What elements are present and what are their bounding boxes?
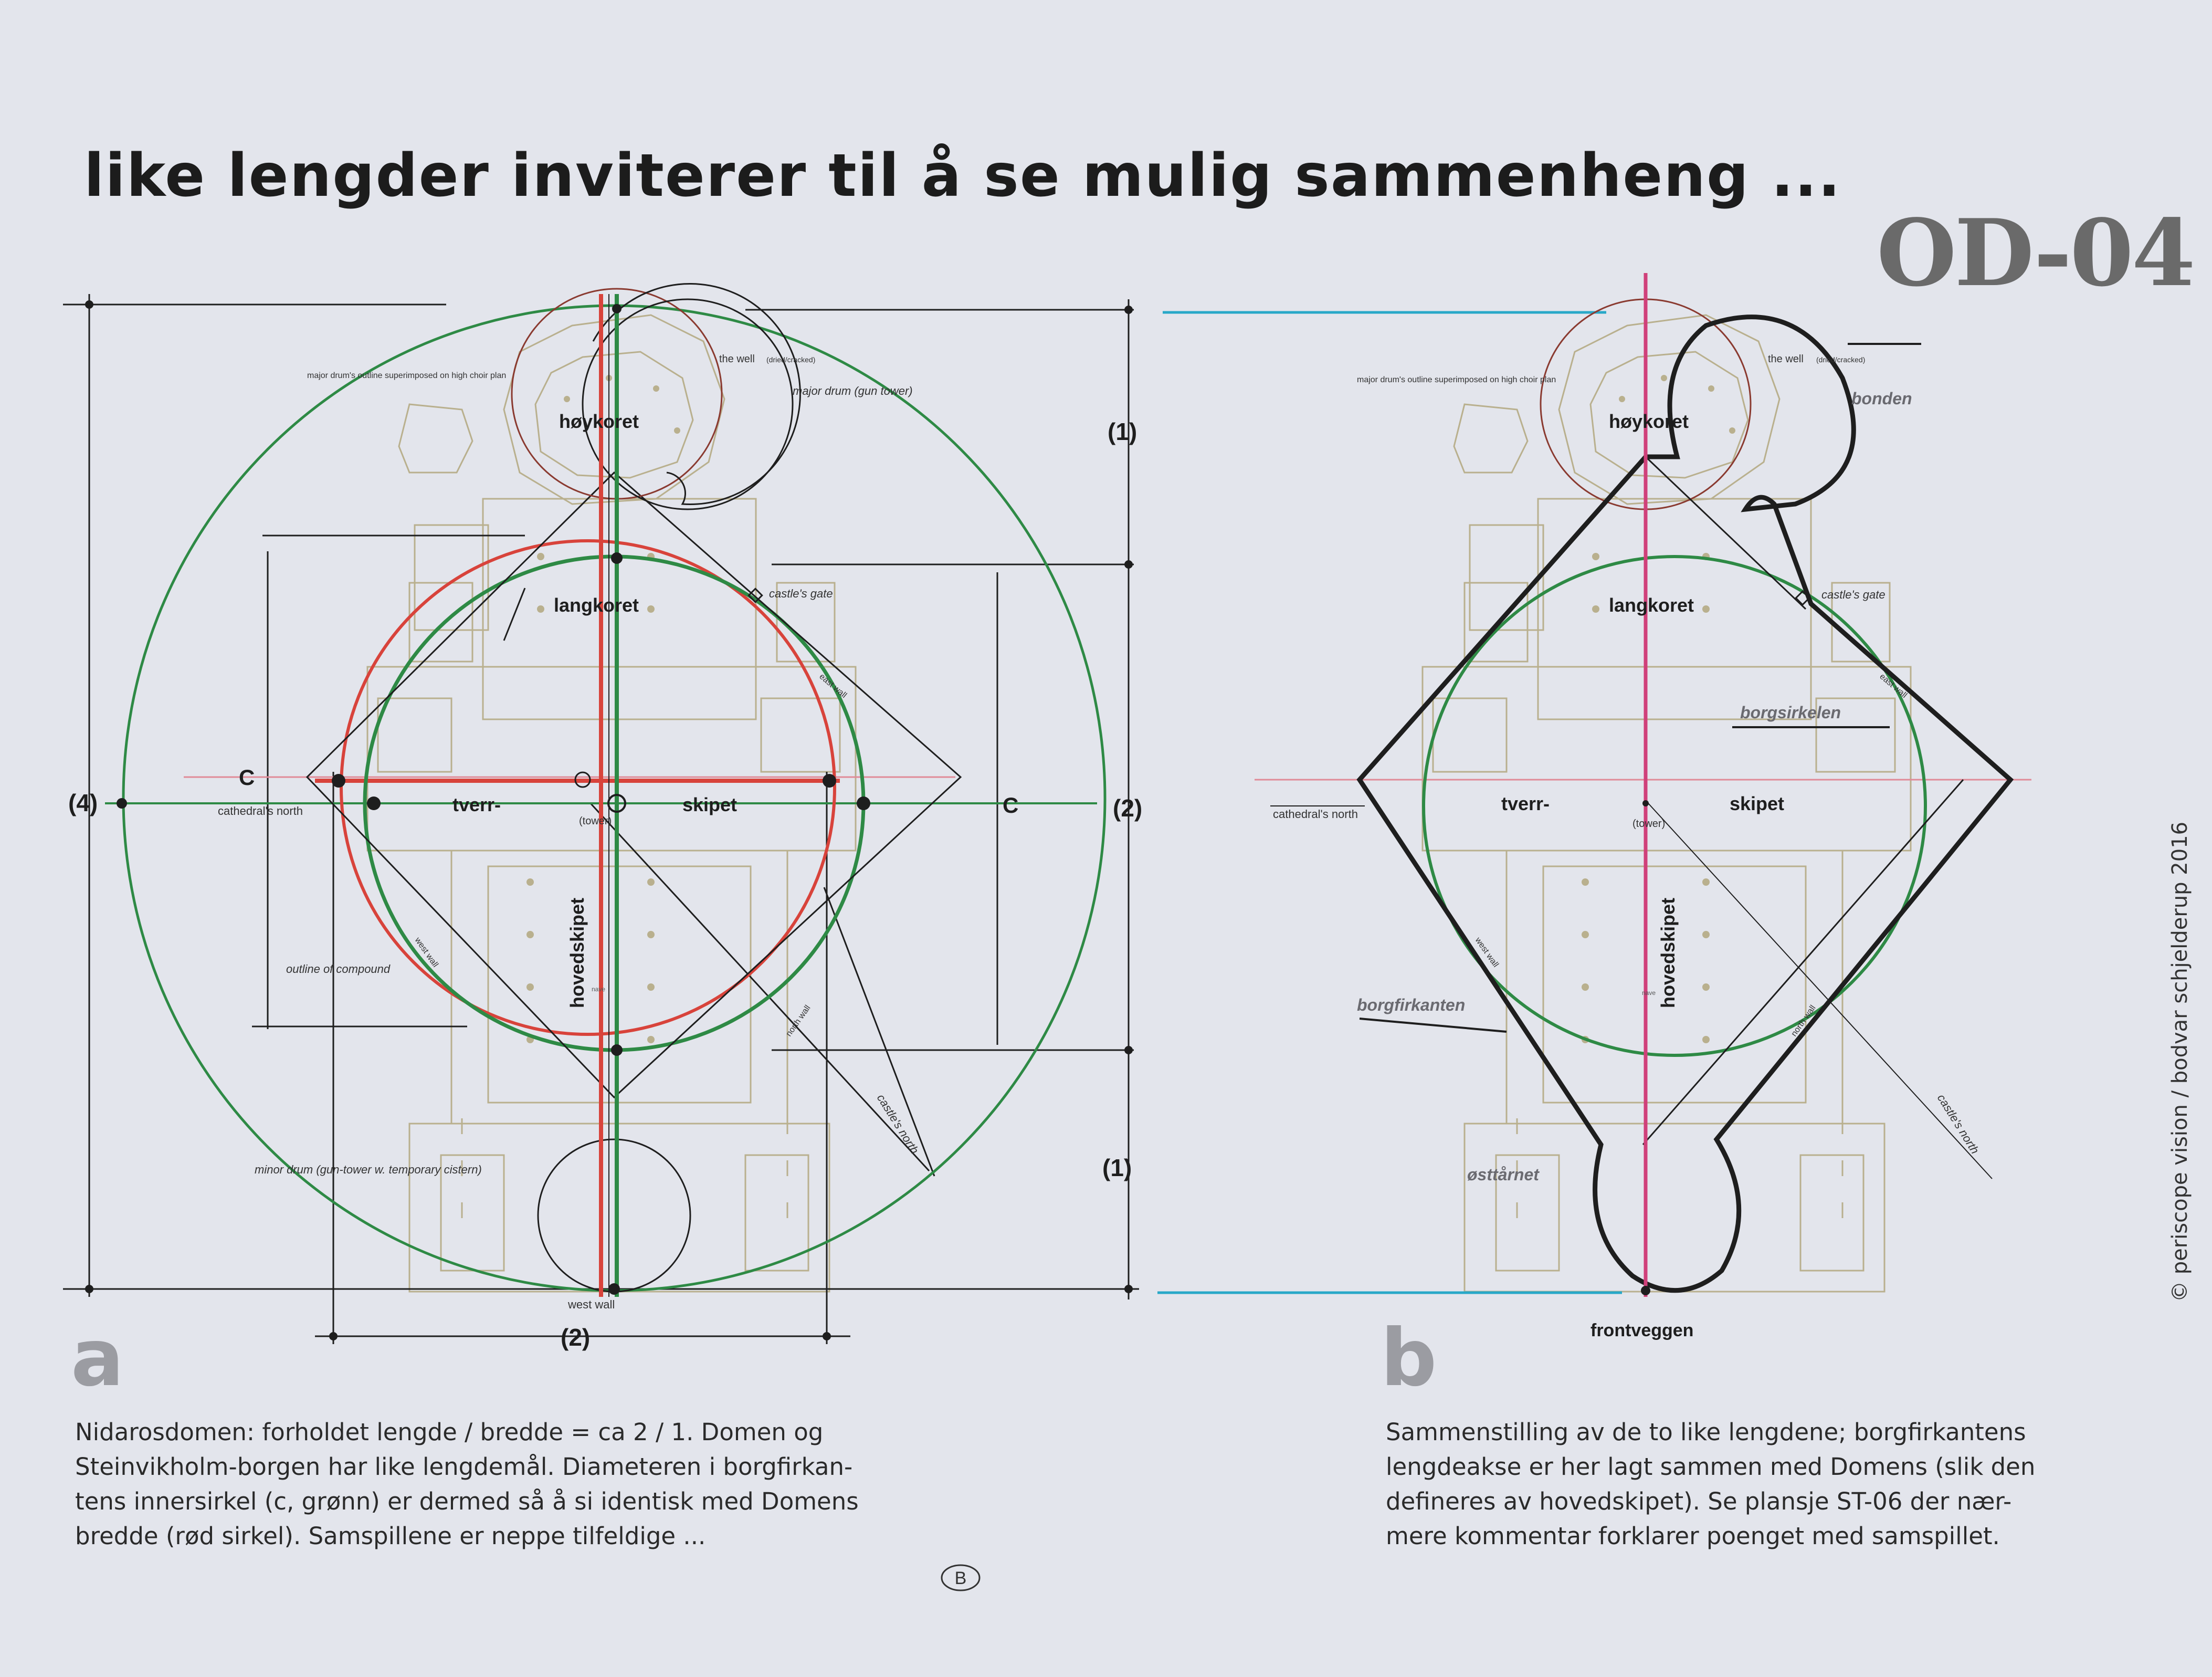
bonden-label: bonden (1851, 389, 1912, 408)
signature-letter: B (955, 1568, 967, 1588)
panel-b (1421, 314, 1912, 1293)
skipet-label-b: skipet (1730, 793, 1784, 814)
copyright-text: © periscope vision / bodvar schjelderup … (2168, 821, 2192, 1302)
dimension-lines-a (63, 294, 1139, 1344)
caption-b-line: defineres av hovedskipet). Se plansje ST… (1386, 1487, 2012, 1515)
caption-b: Sammenstilling av de to like lengdene; b… (1386, 1415, 2035, 1554)
outline-compound-label: outline of compound (286, 962, 391, 976)
minor-drum-label: minor drum (gun-tower w. temporary ciste… (255, 1163, 482, 1176)
panel-letter-a: a (71, 1313, 124, 1404)
borgsirkelen-label: borgsirkelen (1740, 703, 1841, 722)
hoykoret-label-b: høykoret (1609, 411, 1689, 432)
hoykoret-label-a: høykoret (559, 411, 639, 432)
skipet-label-a: skipet (682, 794, 737, 815)
caption-b-line: Sammenstilling av de to like lengdene; b… (1386, 1418, 2026, 1446)
north-wall-label-a: north wall (784, 1003, 812, 1038)
dimension-ticks-a (85, 300, 1133, 1340)
nave-label-b: nave (1642, 989, 1656, 997)
caption-a-line: Nidarosdomen: forholdet lengde / bredde … (75, 1418, 824, 1446)
c-label-right: C (1003, 793, 1018, 817)
cathedrals-north-label-b: cathedral's north (1273, 808, 1358, 821)
hovedskipet-label-b: hovedskipet (1657, 898, 1679, 1008)
dim-1-bottom: (1) (1102, 1154, 1132, 1181)
caption-a-line: bredde (rød sirkel). Samspillene er nepp… (75, 1522, 706, 1550)
caption-a: Nidarosdomen: forholdet lengde / bredde … (75, 1415, 859, 1554)
tverr-label-a: tverr- (452, 794, 501, 815)
tower-label-b: (tower) (1632, 818, 1665, 830)
page-title: like lengder inviterer til å se mulig sa… (84, 142, 1841, 210)
the-well-note-b: (dried/cracked) (1816, 355, 1865, 364)
caption-a-line: tens innersirkel (c, grønn) er dermed så… (75, 1487, 859, 1515)
frontveggen-label: frontveggen (1590, 1320, 1693, 1340)
dim-4: (4) (68, 789, 98, 816)
osttarnet-label: østtårnet (1467, 1165, 1540, 1184)
castles-gate-label-b: castle's gate (1821, 588, 1886, 601)
castles-gate-label-a: castle's gate (769, 587, 833, 600)
cathedrals-north-label-a: cathedral's north (218, 804, 303, 817)
signature-mark: B (941, 1564, 981, 1591)
hovedskipet-label-a: hovedskipet (566, 898, 588, 1008)
dim-1-top: (1) (1108, 418, 1137, 445)
dim-2-right: (2) (1113, 794, 1142, 822)
panel-a: major drum's outline superimposed on hig… (63, 283, 1142, 1351)
langkoret-label-a: langkoret (554, 594, 639, 616)
sheet-code: OD-04 (1877, 200, 2196, 307)
the-well-label-b: the well (1768, 353, 1804, 365)
c-label-left: C (239, 765, 255, 790)
dim-2-bottom: (2) (561, 1324, 590, 1351)
panel-letter-b: b (1381, 1313, 1437, 1404)
the-well-label-a: the well (719, 353, 755, 365)
the-well-note-a: (dried/cracked) (766, 355, 815, 364)
major-drum-label: major drum (gun tower) (793, 384, 913, 397)
caption-a-line: Steinvikholm-borgen har like lengdemål. … (75, 1453, 853, 1481)
major-drum-note-b: major drum's outline superimposed on hig… (1357, 375, 1556, 384)
tverr-label-b: tverr- (1501, 793, 1550, 814)
nave-label-a: nave (592, 986, 605, 993)
borgfirkanten-label: borgfirkanten (1357, 995, 1465, 1014)
east-wall-label-a: east wall (817, 672, 848, 700)
west-wall-label-a: west wall (567, 1298, 615, 1311)
west-wall-side-label-b: west wall (1473, 936, 1500, 969)
caption-b-line: mere kommentar forklarer poenget med sam… (1386, 1522, 2000, 1550)
tower-label-a: (tower) (579, 815, 612, 827)
major-drum-note-a: major drum's outline superimposed on hig… (307, 371, 506, 380)
caption-b-line: lengdeakse er her lagt sammen med Domens… (1386, 1453, 2036, 1481)
cathedral-plan-b (1421, 314, 1912, 1293)
langkoret-label-b: langkoret (1609, 594, 1694, 616)
